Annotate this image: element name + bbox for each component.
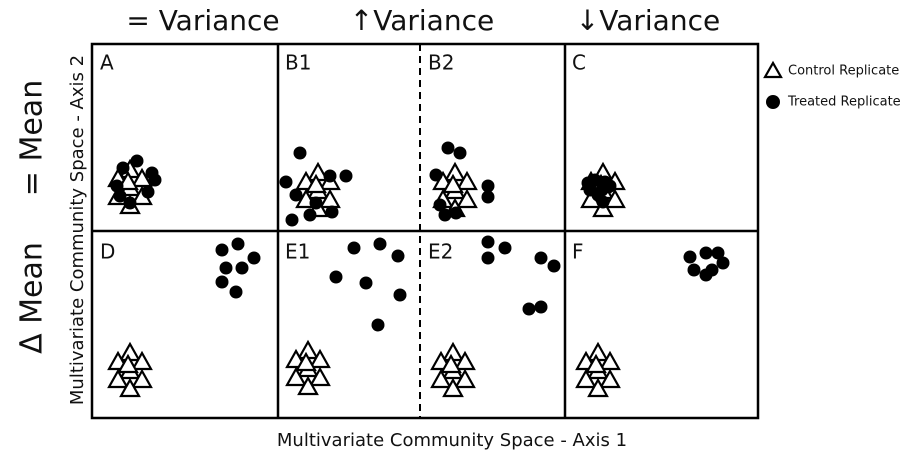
control-triangle — [309, 366, 331, 387]
control-triangle — [599, 368, 621, 389]
treated-dot — [449, 206, 463, 220]
treated-dot — [113, 189, 127, 203]
treated-dot — [481, 179, 495, 193]
treated-dot — [522, 302, 536, 316]
treated-dot — [481, 190, 495, 204]
treated-dot — [429, 168, 443, 182]
treated-dot — [481, 235, 495, 249]
row-header: Δ Mean — [15, 242, 50, 354]
treated-dot — [711, 246, 725, 260]
treated-dot — [215, 243, 229, 257]
panel-label: A — [100, 51, 114, 75]
treated-dot — [393, 288, 407, 302]
panel-label: E1 — [285, 240, 310, 264]
treated-dot — [391, 249, 405, 263]
control-triangle — [430, 368, 452, 389]
control-triangle — [440, 353, 462, 374]
legend-label: Treated Replicate — [787, 95, 901, 110]
control-triangle — [295, 351, 317, 372]
treated-dot — [433, 198, 447, 212]
treated-dot — [235, 261, 249, 275]
treated-dot — [498, 241, 512, 255]
treated-dot — [705, 263, 719, 277]
treated-dot — [116, 161, 130, 175]
treated-dot — [110, 179, 124, 193]
control-triangle — [117, 353, 139, 374]
control-triangle — [587, 377, 609, 398]
treated-dot — [453, 146, 467, 160]
x-axis-label: Multivariate Community Space - Axis 1 — [277, 430, 627, 451]
treated-dot — [229, 285, 243, 299]
control-triangle — [585, 353, 607, 374]
panel-label: C — [572, 51, 586, 75]
treated-dot — [141, 185, 155, 199]
treated-dot — [581, 176, 595, 190]
treated-dot — [247, 251, 261, 265]
treated-dot — [285, 213, 299, 227]
treated-dot — [603, 179, 617, 193]
legend-circle — [766, 95, 780, 109]
treated-dot — [716, 256, 730, 270]
treated-dot — [215, 275, 229, 289]
legend-triangle — [763, 60, 783, 79]
row-header: = Mean — [15, 80, 50, 196]
treated-dot — [481, 251, 495, 265]
treated-dot — [293, 146, 307, 160]
treated-dot — [279, 175, 293, 189]
panel-label: F — [572, 240, 584, 264]
control-triangle — [456, 188, 478, 209]
treated-dot — [441, 141, 455, 155]
treated-dot — [325, 205, 339, 219]
treated-dot — [596, 195, 610, 209]
column-header: ↓Variance — [576, 4, 720, 37]
control-triangle — [285, 366, 307, 387]
control-triangle — [107, 368, 129, 389]
control-triangle — [442, 377, 464, 398]
treated-dot — [534, 300, 548, 314]
treated-dot — [547, 259, 561, 273]
panel-label: B2 — [428, 51, 454, 75]
treated-dot — [683, 250, 697, 264]
treated-dot — [359, 276, 373, 290]
treated-dot — [303, 208, 317, 222]
control-triangle — [442, 173, 464, 194]
treated-dot — [231, 237, 245, 251]
treated-dot — [130, 154, 144, 168]
panel-label: E2 — [428, 240, 453, 264]
treated-dot — [219, 261, 233, 275]
treated-dot — [309, 196, 323, 210]
control-triangle — [305, 173, 327, 194]
treated-dot — [347, 241, 361, 255]
treated-dot — [329, 270, 343, 284]
control-triangle — [454, 368, 476, 389]
treated-dot — [339, 169, 353, 183]
treated-dot — [373, 237, 387, 251]
treated-dot — [289, 188, 303, 202]
column-header: = Variance — [126, 4, 279, 37]
panel-label: B1 — [285, 51, 311, 75]
control-triangle — [131, 368, 153, 389]
control-triangle — [297, 375, 319, 396]
control-triangle — [119, 377, 141, 398]
column-header: ↑Variance — [350, 4, 494, 37]
treated-dot — [438, 208, 452, 222]
treated-dot — [371, 318, 385, 332]
treated-dot — [148, 173, 162, 187]
treated-dot — [699, 246, 713, 260]
treated-dot — [687, 263, 701, 277]
control-triangle — [117, 170, 139, 191]
legend-label: Control Replicate — [788, 64, 899, 79]
y-axis-label: Multivariate Community Space - Axis 2 — [67, 55, 88, 405]
control-triangle — [604, 188, 626, 209]
treated-dot — [123, 196, 137, 210]
control-triangle — [575, 368, 597, 389]
treated-dot — [323, 169, 337, 183]
treated-dot — [534, 251, 548, 265]
panel-label: D — [100, 240, 115, 264]
